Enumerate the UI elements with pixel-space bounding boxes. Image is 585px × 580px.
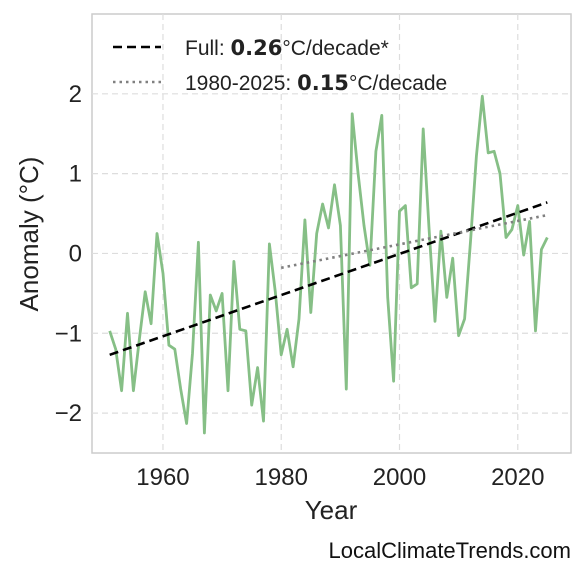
y-tick-label: −2 (55, 400, 82, 427)
x-tick-label: 1960 (136, 464, 189, 491)
y-tick-label: 1 (69, 161, 82, 188)
legend: Full: 0.26°C/decade* 1980-2025: 0.15°C/d… (113, 36, 447, 95)
legend-full-suffix: °C/decade* (282, 37, 388, 60)
y-tick-labels: −2 −1 0 1 2 (55, 81, 82, 427)
legend-recent-suffix: °C/decade (349, 72, 447, 95)
y-tick-label: 2 (69, 81, 82, 108)
y-tick-label: 0 (69, 240, 82, 267)
legend-full-prefix: Full: (185, 37, 231, 60)
full-trend-line (109, 201, 548, 357)
legend-full-value: 0.26 (231, 36, 283, 60)
legend-label-full-trend: Full: 0.26°C/decade* (185, 36, 389, 60)
watermark: LocalClimateTrends.com (328, 538, 572, 563)
plot-area (91, 13, 572, 454)
x-axis-title: Year (305, 495, 358, 525)
x-tick-label: 2020 (491, 464, 544, 491)
legend-recent-prefix: 1980-2025: (185, 72, 297, 95)
grid-lines (92, 14, 571, 453)
series-group (108, 94, 549, 435)
x-tick-label: 2000 (373, 464, 426, 491)
y-tick-label: −1 (55, 320, 82, 347)
x-tick-label: 1980 (255, 464, 308, 491)
y-axis-title: Anomaly (°C) (14, 157, 44, 312)
anomaly-line (108, 94, 549, 435)
legend-label-recent-trend: 1980-2025: 0.15°C/decade (185, 71, 447, 95)
legend-recent-value: 0.15 (297, 71, 349, 95)
x-tick-labels: 1960 1980 2000 2020 (136, 464, 544, 491)
